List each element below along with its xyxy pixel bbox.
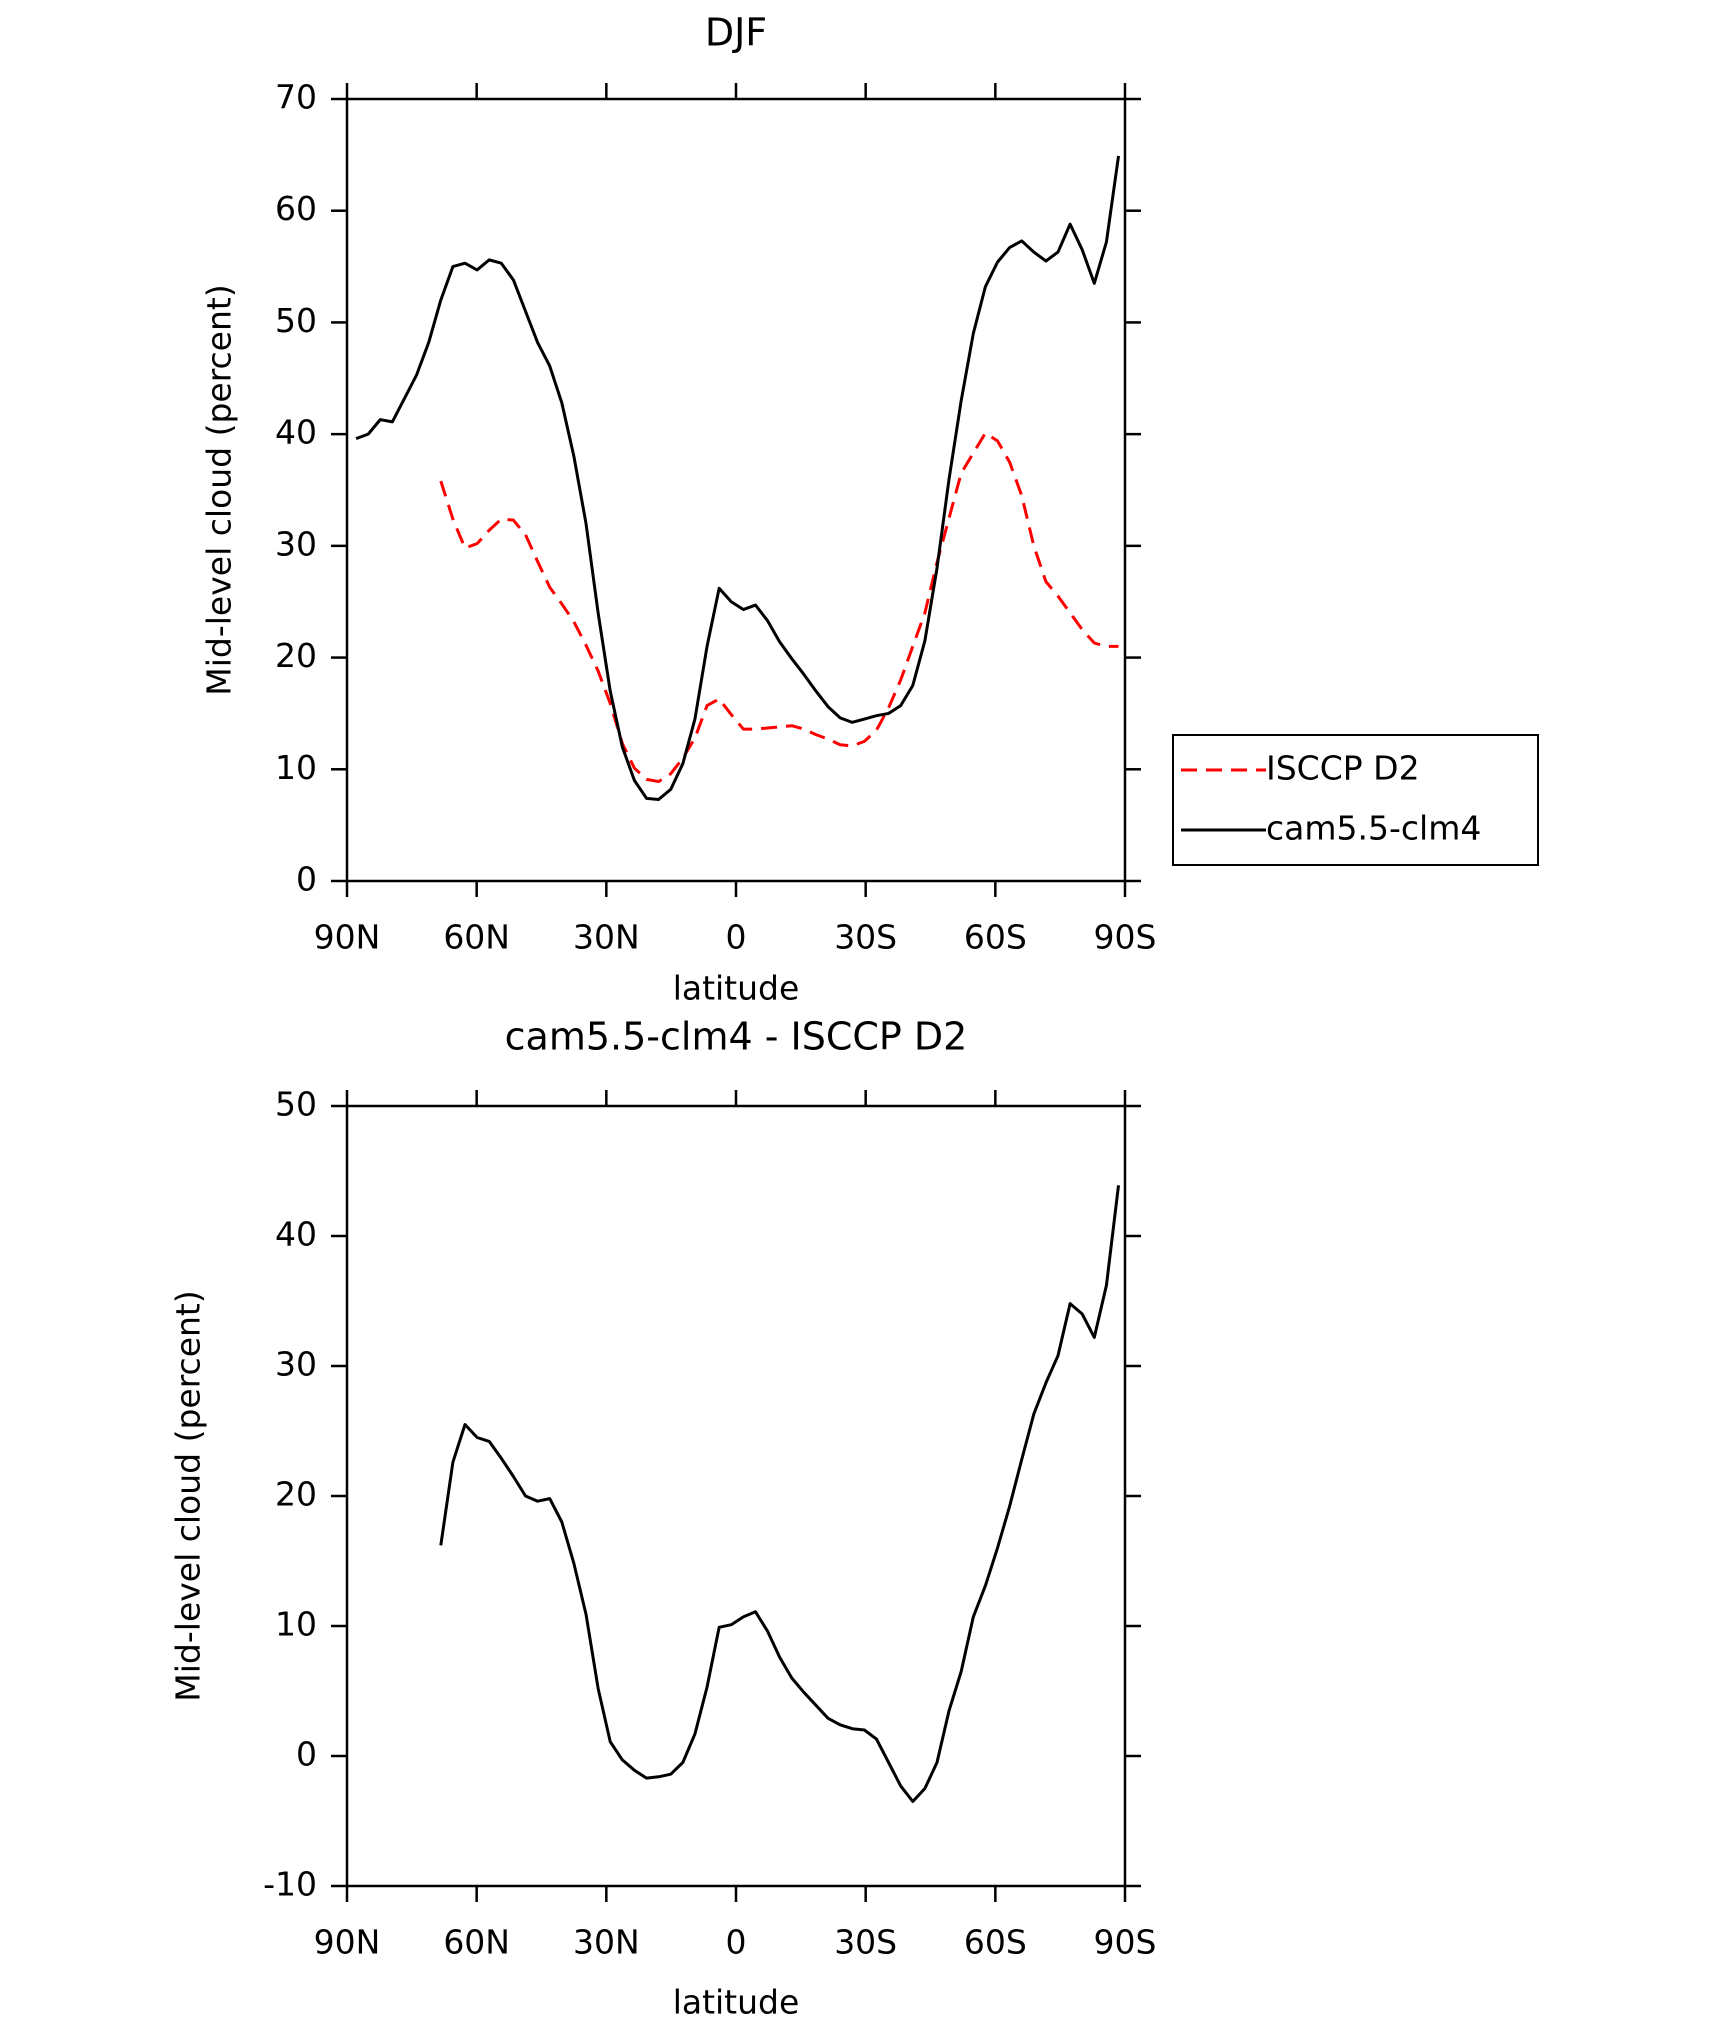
x-tick-label: 60S — [964, 918, 1027, 957]
y-tick-label: 30 — [275, 1345, 317, 1384]
y-tick-label: -10 — [263, 1865, 317, 1904]
x-tick-label: 60N — [443, 1923, 510, 1962]
y-tick-label: 60 — [275, 189, 317, 228]
y-tick-label: 50 — [275, 301, 317, 340]
data-line — [355, 155, 1121, 801]
x-tick-label: 0 — [726, 918, 747, 957]
y-axis-label: Mid-level cloud (percent) — [200, 284, 239, 695]
x-tick-label: 90N — [314, 1923, 381, 1962]
y-tick-label: 40 — [275, 413, 317, 452]
y-tick-label: 20 — [275, 636, 317, 675]
x-tick-label: 30N — [573, 918, 640, 957]
x-tick-label: 90N — [314, 918, 381, 957]
data-line — [439, 1185, 1121, 1803]
y-tick-label: 10 — [275, 748, 317, 787]
y-tick-label: 30 — [275, 524, 317, 563]
x-tick-label: 90S — [1094, 1923, 1157, 1962]
x-tick-label: 0 — [726, 1923, 747, 1962]
y-tick-label: 0 — [296, 1735, 317, 1774]
x-tick-label: 30S — [834, 918, 897, 957]
x-axis-label: latitude — [673, 1983, 800, 2021]
x-tick-label: 60S — [964, 1923, 1027, 1962]
y-tick-label: 0 — [296, 860, 317, 899]
legend-label: cam5.5-clm4 — [1266, 809, 1481, 848]
plot-frame — [345, 1104, 1127, 1888]
chart-title: DJF — [705, 11, 767, 55]
plot-frame — [345, 97, 1127, 883]
x-tick-label: 60N — [443, 918, 510, 957]
y-tick-label: 40 — [275, 1215, 317, 1254]
x-tick-label: 30N — [573, 1923, 640, 1962]
chart-title: cam5.5-clm4 - ISCCP D2 — [505, 1015, 968, 1059]
legend-label: ISCCP D2 — [1266, 749, 1420, 788]
data-line — [439, 431, 1119, 784]
y-tick-label: 50 — [275, 1085, 317, 1124]
y-tick-label: 20 — [275, 1475, 317, 1514]
x-tick-label: 90S — [1094, 918, 1157, 957]
x-axis-label: latitude — [673, 969, 800, 1008]
y-axis-label: Mid-level cloud (percent) — [169, 1290, 208, 1701]
y-tick-label: 70 — [275, 78, 317, 117]
legend-box — [1172, 734, 1539, 866]
x-tick-label: 30S — [834, 1923, 897, 1962]
y-tick-label: 10 — [275, 1605, 317, 1644]
